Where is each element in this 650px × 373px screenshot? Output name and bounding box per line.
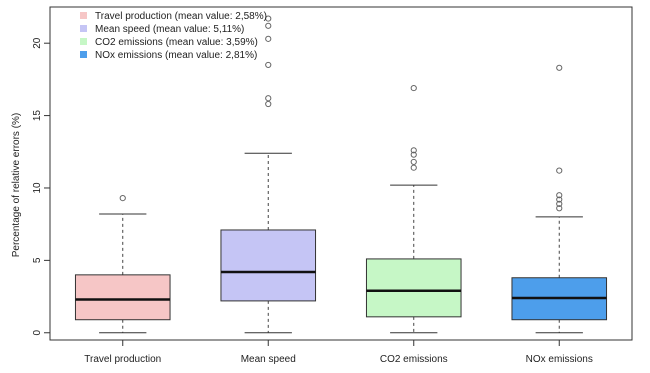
box — [365, 258, 462, 318]
y-tick-label: 20 — [32, 37, 43, 49]
outlier-point — [410, 158, 417, 166]
outlier-point — [410, 147, 417, 154]
y-tick-label: 15 — [32, 110, 43, 122]
outlier-point — [265, 15, 272, 22]
x-tick-label: Mean speed — [241, 354, 296, 365]
x-tick-label: Travel production — [84, 354, 161, 365]
legend: Travel production (mean value: 2,58%) Mea… — [80, 11, 267, 61]
box-group — [511, 64, 608, 334]
box-group — [220, 15, 317, 334]
x-tick-label: NOx emissions — [526, 354, 593, 365]
outlier-point — [265, 22, 272, 29]
legend-swatch — [80, 51, 87, 58]
x-tick-label: CO2 emissions — [380, 354, 448, 365]
box-group — [365, 84, 462, 334]
outlier-point — [556, 64, 563, 71]
outlier-point — [265, 100, 272, 108]
legend-label: Mean speed (mean value: 5,11%) — [95, 24, 244, 35]
box — [74, 274, 171, 321]
outlier-point — [265, 61, 272, 69]
legend-label: NOx emissions (mean value: 2,81%) — [95, 50, 257, 61]
outlier-point — [410, 84, 417, 92]
legend-swatch — [80, 25, 87, 32]
y-tick-label: 5 — [32, 257, 43, 263]
y-tick-label: 0 — [32, 330, 43, 336]
outlier-point — [556, 200, 563, 208]
outlier-point — [556, 167, 563, 174]
box — [220, 229, 317, 302]
legend-label: CO2 emissions (mean value: 3,59%) — [95, 37, 258, 48]
box-group — [74, 195, 171, 334]
outlier-point — [410, 164, 417, 171]
legend-swatch — [80, 12, 87, 19]
legend-label: Travel production (mean value: 2,58%) — [95, 11, 267, 22]
plot-frame — [49, 6, 633, 341]
outlier-point — [265, 35, 272, 42]
outlier-point — [556, 196, 563, 203]
y-tick-label: 10 — [32, 182, 43, 194]
y-axis-label: Percentage of relative errors (%) — [11, 113, 22, 258]
outlier-point — [556, 205, 563, 212]
legend-swatch — [80, 38, 87, 45]
outlier-point — [410, 151, 417, 158]
outlier-point — [265, 95, 272, 102]
outlier-point — [556, 192, 563, 199]
outlier-point — [119, 195, 126, 202]
